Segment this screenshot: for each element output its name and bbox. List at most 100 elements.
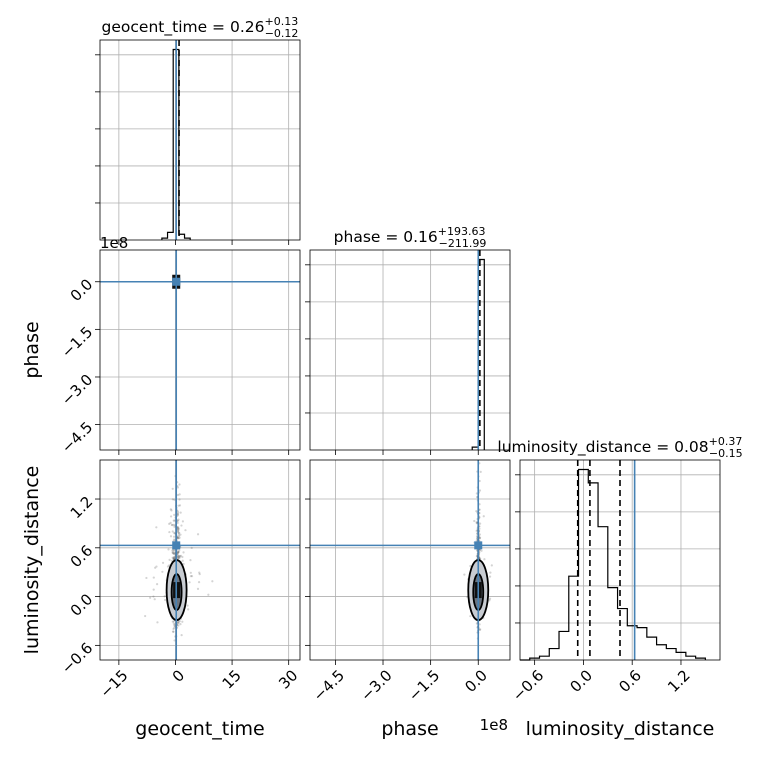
sample-point [178,534,181,538]
xtick-label-geocent_time: 15 [219,666,245,692]
sample-point [173,555,176,559]
sample-point [171,620,174,623]
sample-point [172,519,175,522]
sample-point [479,470,482,474]
sample-point [169,515,173,518]
sample-point [144,614,147,618]
sample-point [172,630,175,633]
grid-luminosity_distance [520,460,720,660]
sample-point [166,565,170,568]
xlabel-phase: phase [381,718,438,740]
sample-point [173,519,176,522]
sample-point [172,552,176,556]
2d-panel-geocent_time-luminosity_distance [95,459,301,665]
sample-point [161,561,165,564]
xlabel-geocent_time: geocent_time [135,718,264,740]
sample-point [155,565,158,568]
sample-point [173,557,176,560]
sample-point [176,512,179,516]
sample-point [171,552,175,555]
sample-point [173,626,176,629]
sample-point [490,564,493,567]
sample-point [475,539,478,542]
xtick-label-luminosity_distance: 0.0 [567,666,597,696]
sample-point [176,514,179,517]
sample-point [479,522,482,525]
sample-point [478,628,481,631]
sample-point [196,587,200,590]
ytick-label-luminosity_distance: −0.6 [58,639,96,677]
sample-point [178,556,181,560]
axes-frame [519,459,721,661]
sample-point [172,627,175,631]
sample-point [176,536,179,539]
sample-point [211,580,214,583]
sample-point [479,628,482,631]
sample-point [177,518,180,521]
sample-point [481,431,483,433]
sample-point [167,548,170,551]
sample-point [173,539,176,542]
sample-point [172,620,175,623]
sample-point [177,624,180,627]
sample-point [169,535,173,538]
hist-panel-phase: phase = 0.16+193.63 −211.99 [305,225,511,455]
sample-point [198,571,201,574]
sample-point [173,639,176,642]
sample-point [161,570,164,573]
sample-point [475,529,478,532]
title-luminosity_distance: luminosity_distance = 0.08+0.37 −0.15 [497,435,742,460]
sample-point [177,529,180,532]
sample-point [168,522,171,525]
sample-point [189,571,192,574]
sample-point [172,538,176,541]
sample-point [197,581,201,584]
sample-point [177,527,180,530]
grid-geocent_time [100,40,300,240]
sample-point [178,483,181,486]
ytick-label-phase: −4.5 [58,418,96,456]
sample-point [182,562,185,566]
samples-layer [310,431,510,660]
sample-point [172,549,175,552]
sample-point [181,520,184,523]
sample-point [145,576,148,580]
sample-point [171,556,174,559]
sample-point [155,526,158,529]
sample-point [190,546,193,550]
sample-point [489,571,492,574]
hist-panel-geocent_time: geocent_time = 0.26+0.13 −0.12 [95,15,301,245]
sample-point [173,531,176,534]
sample-point [164,598,167,602]
sample-point [179,511,182,514]
sample-point [475,510,478,513]
sample-point [178,555,181,558]
sample-point [478,489,482,492]
sample-point [155,582,159,586]
sample-point [173,556,176,559]
sample-point [176,550,179,553]
grid [100,250,300,450]
sample-point [171,524,174,527]
sample-point [176,557,180,560]
sample-point [475,554,478,558]
sample-point [176,551,180,554]
sample-point [483,558,486,561]
sample-point [488,597,492,600]
axes-frame [99,249,301,451]
ytick-label-phase: −1.5 [58,323,96,361]
samples-layer [100,460,300,660]
sample-point [178,531,181,534]
sample-point [190,575,194,578]
sample-point [188,581,191,584]
sample-point [177,621,180,624]
sample-point [177,504,180,507]
sample-point [187,608,190,611]
sample-point [177,620,180,623]
sample-point [171,551,174,554]
sample-point [469,615,472,618]
xtick-label-phase: −1.5 [405,666,443,704]
sample-point [168,558,171,561]
axes-frame [309,249,511,451]
sample-point [176,521,179,524]
